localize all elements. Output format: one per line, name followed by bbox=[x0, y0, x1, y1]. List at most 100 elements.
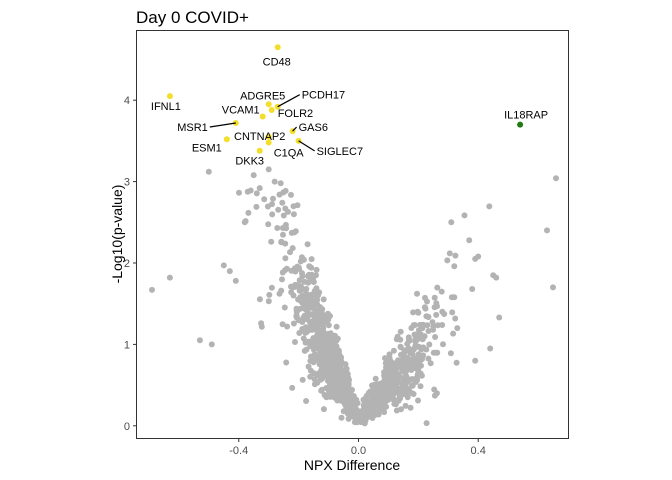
grey-point bbox=[423, 420, 430, 427]
grey-point bbox=[313, 272, 319, 279]
highlight-point-dkk3 bbox=[256, 147, 263, 154]
grey-point bbox=[372, 382, 379, 389]
label-line-msr1 bbox=[209, 122, 236, 128]
non-significant-points bbox=[149, 166, 559, 427]
grey-point bbox=[368, 407, 374, 414]
grey-point bbox=[280, 212, 287, 219]
grey-point bbox=[320, 324, 327, 331]
grey-point bbox=[332, 378, 339, 384]
grey-point bbox=[334, 397, 341, 404]
grey-point bbox=[400, 352, 407, 359]
grey-point bbox=[205, 168, 212, 175]
grey-point bbox=[347, 413, 354, 420]
grey-point bbox=[299, 319, 306, 325]
grey-point bbox=[424, 322, 431, 329]
grey-point bbox=[448, 219, 455, 226]
grey-point bbox=[304, 325, 311, 332]
grey-point bbox=[391, 400, 398, 407]
highlight-point-vcam1 bbox=[259, 113, 266, 120]
grey-point bbox=[339, 396, 346, 403]
grey-point bbox=[409, 351, 416, 358]
grey-point bbox=[469, 286, 476, 292]
grey-point bbox=[490, 272, 497, 279]
grey-point bbox=[290, 284, 297, 291]
grey-point bbox=[284, 323, 291, 330]
grey-point bbox=[362, 406, 369, 413]
highlight-point-c1qa bbox=[265, 139, 272, 146]
grey-point bbox=[337, 381, 344, 388]
highlight-point-folr2 bbox=[268, 107, 275, 113]
grey-point bbox=[274, 225, 281, 231]
label-connector-lines bbox=[209, 94, 315, 152]
grey-point bbox=[333, 368, 340, 375]
grey-point bbox=[268, 238, 275, 245]
grey-point bbox=[382, 355, 388, 362]
grey-point bbox=[307, 373, 314, 380]
grey-point bbox=[293, 312, 300, 319]
grey-point bbox=[327, 373, 333, 380]
grey-point bbox=[369, 415, 376, 421]
x-tick-label: 0.0 bbox=[351, 445, 366, 457]
grey-point bbox=[298, 254, 305, 261]
grey-point bbox=[385, 390, 392, 397]
grey-point bbox=[282, 187, 289, 194]
grey-point bbox=[288, 191, 294, 198]
point-label-c1qa: C1QA bbox=[274, 148, 305, 160]
grey-point bbox=[393, 407, 400, 414]
label-line-gas6 bbox=[292, 126, 298, 132]
grey-point bbox=[486, 203, 493, 210]
grey-point bbox=[450, 330, 457, 337]
grey-point bbox=[418, 362, 424, 369]
grey-point bbox=[393, 360, 400, 367]
x-axis-title: NPX Difference bbox=[304, 457, 400, 473]
grey-point bbox=[408, 325, 415, 331]
grey-point bbox=[196, 337, 203, 344]
grey-point bbox=[283, 265, 290, 272]
grey-point bbox=[314, 327, 321, 334]
grey-point bbox=[241, 219, 248, 226]
grey-point bbox=[307, 311, 314, 318]
grey-point bbox=[265, 166, 272, 173]
grey-point bbox=[414, 376, 421, 383]
grey-point bbox=[372, 375, 379, 382]
point-label-pcdh17: PCDH17 bbox=[302, 90, 345, 102]
grey-point bbox=[422, 305, 429, 312]
grey-point bbox=[407, 404, 414, 411]
grey-point bbox=[245, 209, 252, 216]
grey-point bbox=[472, 357, 479, 364]
grey-point bbox=[149, 286, 155, 293]
grey-point bbox=[303, 346, 310, 353]
grey-point bbox=[452, 315, 459, 322]
grey-point bbox=[278, 287, 285, 294]
grey-point bbox=[421, 333, 428, 340]
grey-point bbox=[281, 304, 288, 311]
grey-point bbox=[385, 374, 392, 381]
grey-point bbox=[332, 361, 339, 368]
grey-point bbox=[431, 294, 438, 301]
grey-point bbox=[397, 395, 404, 402]
grey-point bbox=[236, 189, 242, 196]
grey-point bbox=[449, 309, 456, 316]
label-line-siglec7 bbox=[298, 140, 315, 152]
plot-panel-border bbox=[136, 30, 569, 439]
point-label-siglec7: SIGLEC7 bbox=[317, 146, 363, 158]
grey-point bbox=[397, 336, 404, 343]
grey-point bbox=[269, 201, 275, 208]
grey-point bbox=[311, 376, 318, 383]
grey-point bbox=[308, 256, 315, 263]
grey-point bbox=[399, 357, 405, 364]
grey-point bbox=[253, 203, 260, 210]
grey-point bbox=[390, 347, 397, 354]
y-tick-label: 0 bbox=[124, 421, 130, 433]
grey-point bbox=[308, 277, 315, 284]
grey-point bbox=[311, 314, 318, 321]
grey-point bbox=[265, 221, 272, 228]
x-tick-label: -0.4 bbox=[229, 445, 248, 457]
grey-point bbox=[327, 340, 333, 347]
grey-point bbox=[289, 384, 296, 391]
grey-point bbox=[451, 294, 458, 301]
grey-point bbox=[351, 410, 358, 417]
grey-point bbox=[364, 412, 371, 419]
grey-point bbox=[345, 381, 352, 388]
grey-point bbox=[401, 347, 408, 354]
